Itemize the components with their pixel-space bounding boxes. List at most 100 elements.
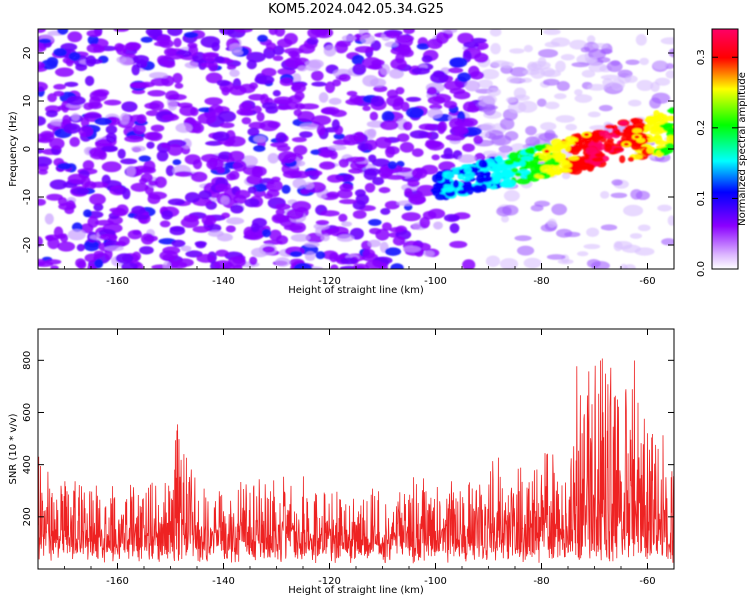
heatmap-cell (91, 91, 108, 97)
heatmap-cell (277, 38, 293, 48)
heatmap-cell (168, 93, 187, 101)
heatmap-cell (195, 241, 206, 249)
heatmap-cell (299, 122, 320, 130)
heatmap-cell (351, 54, 365, 65)
heatmap-cell (606, 60, 623, 73)
heatmap-signal-cell (588, 164, 595, 169)
heatmap-cell (215, 249, 229, 257)
heatmap-cell (87, 216, 99, 228)
heatmap-cell (440, 153, 456, 160)
heatmap-cell (275, 257, 291, 267)
heatmap-cell (297, 110, 315, 123)
heatmap-cell (329, 226, 349, 237)
heatmap-cell (362, 75, 379, 87)
heatmap-cell (538, 132, 558, 142)
heatmap-cell (561, 172, 571, 180)
heatmap-cell (639, 57, 649, 66)
heatmap-cell (136, 59, 148, 69)
heatmap-cell (156, 34, 171, 45)
heatmap-signal-cell (489, 179, 501, 185)
spectrogram-y-tick-label: 20 (22, 47, 33, 60)
heatmap-cell (530, 67, 546, 79)
heatmap-cell (45, 110, 58, 118)
heatmap-cell (162, 253, 175, 262)
heatmap-cell (242, 165, 261, 176)
heatmap-signal-cell (578, 139, 589, 149)
heatmap-cell (554, 93, 567, 100)
heatmap-cell (299, 131, 313, 138)
heatmap-cell (226, 64, 237, 70)
heatmap-cell (94, 117, 112, 126)
heatmap-cell (598, 104, 613, 112)
heatmap-cell (629, 233, 643, 239)
heatmap-cell (295, 102, 306, 110)
heatmap-cell (660, 37, 674, 45)
heatmap-cell (462, 259, 476, 269)
heatmap-cell (283, 224, 303, 231)
heatmap-cell (407, 179, 420, 188)
heatmap-cell (405, 96, 422, 102)
heatmap-signal-cell (478, 177, 492, 183)
heatmap-cell (293, 262, 313, 269)
heatmap-cell (116, 56, 127, 64)
heatmap-cell (267, 153, 279, 164)
heatmap-cell (580, 46, 591, 53)
heatmap-cell (315, 220, 330, 226)
snr-y-tick-label: 200 (22, 507, 33, 526)
heatmap-cell (263, 193, 273, 200)
heatmap-cell (99, 233, 118, 241)
heatmap-signal-cell (511, 167, 519, 173)
heatmap-cell (611, 179, 623, 186)
heatmap-cell (623, 204, 644, 217)
heatmap-cell (53, 83, 66, 90)
chart-title: KOM5.2024.042.05.34.G25 (268, 2, 444, 17)
heatmap-cell (389, 227, 405, 233)
heatmap-cell (586, 35, 596, 44)
heatmap-signal-cell (488, 167, 502, 172)
heatmap-cell (291, 82, 306, 93)
heatmap-cell (449, 240, 468, 249)
heatmap-signal-cell (604, 143, 613, 152)
heatmap-cell (115, 253, 134, 264)
heatmap-cell (581, 69, 596, 78)
heatmap-cell (167, 99, 178, 111)
heatmap-cell (354, 189, 366, 197)
heatmap-cell (275, 203, 291, 211)
heatmap-cell (325, 191, 340, 198)
heatmap-cell (67, 229, 86, 241)
heatmap-signal-cell (668, 107, 674, 114)
heatmap-cell (229, 85, 247, 96)
heatmap-cell (540, 122, 557, 131)
heatmap-cell (457, 72, 471, 82)
colorbar-tick-label: 0.1 (696, 190, 707, 206)
heatmap-cell (148, 72, 168, 79)
heatmap-cell (370, 95, 385, 107)
heatmap-cell (149, 100, 165, 111)
heatmap-signal-cell (538, 153, 553, 161)
heatmap-cell (225, 225, 236, 233)
heatmap-cell (538, 48, 559, 58)
heatmap-cell (527, 61, 538, 70)
heatmap-cell (371, 59, 385, 67)
heatmap-cell (401, 48, 414, 58)
heatmap-cell (131, 89, 146, 95)
heatmap-cell (133, 123, 146, 135)
heatmap-cell (78, 125, 94, 138)
heatmap-cell (352, 210, 367, 219)
heatmap-signal-cell (550, 138, 562, 147)
heatmap-cell (364, 182, 376, 193)
colorbar-tick-label: 0.2 (696, 120, 707, 136)
snr-x-tick-label: -160 (106, 576, 129, 587)
heatmap-cell (275, 132, 287, 143)
heatmap-signal-cell (567, 155, 580, 161)
heatmap-signal-cell (461, 181, 473, 190)
heatmap-cell (172, 159, 182, 166)
heatmap-cell (346, 90, 358, 96)
snr-x-tick-label: -100 (424, 576, 447, 587)
heatmap-cell (220, 195, 230, 205)
heatmap-cell (38, 169, 48, 175)
spectrogram-y-tick-label: 10 (22, 95, 33, 108)
heatmap-cell (38, 116, 46, 126)
heatmap-cell (50, 265, 59, 269)
heatmap-cell (375, 228, 390, 241)
